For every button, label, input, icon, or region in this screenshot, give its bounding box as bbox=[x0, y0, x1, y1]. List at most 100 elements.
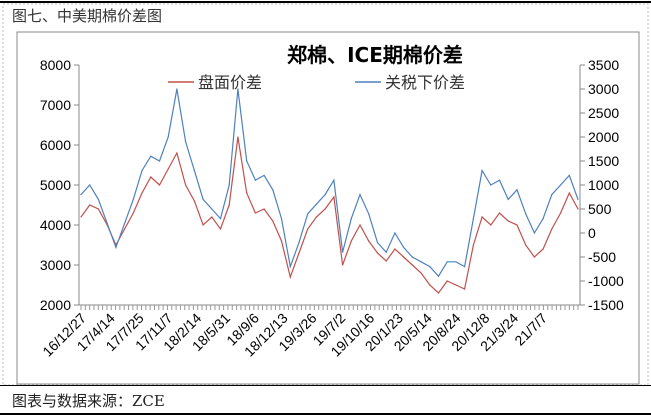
data-point bbox=[420, 272, 422, 274]
data-point bbox=[551, 228, 553, 230]
legend-label-1: 盘面价差 bbox=[198, 73, 262, 92]
data-point bbox=[219, 228, 222, 230]
data-point bbox=[185, 141, 187, 143]
left-tick-label: 2000 bbox=[40, 297, 71, 313]
data-point bbox=[559, 212, 562, 214]
data-point bbox=[577, 198, 579, 200]
data-point bbox=[481, 216, 483, 218]
data-point bbox=[507, 220, 509, 222]
data-point bbox=[394, 232, 396, 234]
data-point bbox=[123, 222, 126, 224]
left-tick-label: 3000 bbox=[40, 257, 71, 273]
data-point bbox=[80, 194, 82, 196]
data-point bbox=[437, 292, 440, 294]
data-point bbox=[193, 200, 195, 202]
data-point bbox=[376, 242, 379, 244]
left-tick-label: 7000 bbox=[40, 97, 71, 113]
data-point bbox=[289, 276, 291, 278]
data-point bbox=[272, 189, 274, 191]
data-point bbox=[315, 216, 318, 218]
right-tick-label: 1000 bbox=[588, 177, 619, 193]
data-point bbox=[289, 266, 291, 268]
data-point bbox=[150, 176, 152, 178]
left-tick-label: 8000 bbox=[40, 57, 71, 73]
right-tick-label: -500 bbox=[588, 249, 616, 265]
data-point bbox=[437, 275, 440, 277]
data-point bbox=[490, 184, 492, 186]
data-point bbox=[237, 136, 239, 138]
data-point bbox=[298, 252, 300, 254]
data-point bbox=[551, 194, 553, 196]
x-tick-label: 21/7/7 bbox=[511, 310, 550, 349]
data-point bbox=[507, 198, 509, 200]
left-tick-label: 4000 bbox=[40, 217, 71, 233]
data-point bbox=[472, 218, 474, 220]
data-point bbox=[307, 228, 309, 230]
data-point bbox=[350, 240, 352, 242]
data-point bbox=[167, 136, 169, 138]
data-point bbox=[341, 264, 344, 266]
data-point bbox=[219, 218, 222, 220]
data-point bbox=[211, 216, 213, 218]
data-point bbox=[315, 203, 318, 205]
data-point bbox=[411, 264, 413, 266]
data-point bbox=[246, 192, 248, 194]
left-tick-label: 6000 bbox=[40, 137, 71, 153]
data-point bbox=[490, 224, 492, 226]
data-point bbox=[577, 208, 579, 210]
data-point bbox=[403, 256, 405, 258]
data-point bbox=[263, 208, 265, 210]
data-point bbox=[359, 194, 361, 196]
data-point bbox=[525, 244, 527, 246]
data-point bbox=[280, 240, 283, 242]
right-tick-label: 3000 bbox=[588, 81, 619, 97]
data-point bbox=[359, 224, 361, 226]
data-point bbox=[123, 228, 126, 230]
legend-label-2: 关税下价差 bbox=[385, 73, 465, 92]
series-line-2 bbox=[80, 88, 579, 278]
data-point bbox=[263, 174, 265, 176]
right-tick-label: 500 bbox=[588, 201, 612, 217]
data-point bbox=[97, 208, 100, 210]
data-point bbox=[568, 192, 570, 194]
data-point bbox=[193, 170, 195, 172]
data-point bbox=[158, 184, 161, 186]
right-tick-label: 2000 bbox=[588, 129, 619, 145]
data-point bbox=[350, 218, 352, 220]
figure-title: 图七、中美期棉价差图 bbox=[12, 7, 163, 25]
right-tick-label: -1000 bbox=[588, 273, 624, 289]
data-point bbox=[394, 248, 396, 250]
data-point bbox=[533, 232, 536, 234]
data-point bbox=[455, 284, 457, 286]
data-point bbox=[228, 204, 230, 206]
data-point bbox=[446, 261, 448, 263]
data-point bbox=[420, 261, 422, 263]
data-point bbox=[132, 198, 134, 200]
data-point bbox=[446, 280, 448, 282]
data-point bbox=[298, 242, 300, 244]
data-point bbox=[141, 170, 143, 172]
right-tick-label: 2500 bbox=[588, 105, 619, 121]
data-point bbox=[89, 184, 91, 186]
data-point bbox=[376, 252, 379, 254]
left-tick-label: 5000 bbox=[40, 177, 71, 193]
right-tick-label: 0 bbox=[588, 225, 596, 241]
data-point bbox=[559, 184, 562, 186]
data-point bbox=[141, 192, 143, 194]
source-note: 图表与数据来源：ZCE bbox=[12, 392, 165, 410]
series-line-1 bbox=[80, 136, 579, 294]
data-point bbox=[307, 213, 309, 215]
right-tick-label: 3500 bbox=[588, 57, 619, 73]
data-point bbox=[464, 266, 466, 268]
data-point bbox=[324, 208, 326, 210]
data-point bbox=[385, 251, 387, 253]
data-point bbox=[568, 174, 570, 176]
data-point bbox=[525, 213, 527, 215]
data-point bbox=[280, 218, 283, 220]
data-point bbox=[97, 198, 100, 200]
data-point bbox=[403, 246, 405, 248]
data-point bbox=[429, 266, 431, 268]
data-point bbox=[254, 179, 256, 181]
data-point bbox=[481, 170, 483, 172]
data-point bbox=[185, 184, 187, 186]
